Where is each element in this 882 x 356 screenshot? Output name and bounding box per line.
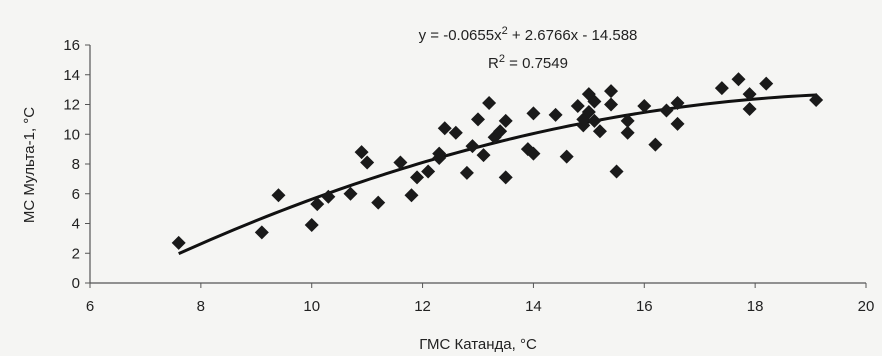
- data-point: [592, 124, 607, 139]
- x-tick-label: 14: [525, 298, 542, 315]
- x-tick-label: 12: [414, 298, 431, 315]
- data-point: [637, 98, 652, 113]
- data-point: [609, 164, 624, 179]
- y-tick-label: 4: [72, 216, 80, 233]
- x-tick-label: 8: [197, 298, 205, 315]
- r-squared: R2 = 0.7549: [488, 53, 568, 72]
- x-tick-label: 18: [747, 298, 764, 315]
- trendline: [178, 93, 817, 256]
- data-point: [371, 195, 386, 210]
- data-point: [526, 106, 541, 121]
- data-point: [271, 188, 286, 203]
- data-point: [404, 188, 419, 203]
- data-point: [343, 186, 358, 201]
- y-tick-label: 8: [72, 156, 80, 173]
- data-point: [321, 189, 336, 204]
- x-axis-label: ГМС Катанда, °C: [419, 336, 537, 353]
- data-point: [526, 146, 541, 161]
- data-point: [393, 155, 408, 170]
- data-point: [476, 148, 491, 163]
- data-point: [620, 113, 635, 128]
- data-point: [559, 149, 574, 164]
- data-point: [648, 137, 663, 152]
- y-tick-label: 6: [72, 186, 80, 203]
- data-point: [459, 165, 474, 180]
- equation-main: y = -0.0655x: [419, 27, 502, 44]
- data-point: [570, 98, 585, 113]
- data-point: [581, 104, 596, 119]
- data-point: [604, 84, 619, 99]
- y-tick-label: 10: [63, 126, 80, 143]
- axes: [89, 45, 866, 284]
- y-axis-label: МС Мульта-1, °C: [21, 107, 38, 223]
- data-point: [670, 96, 685, 111]
- x-tick-label: 6: [86, 298, 94, 315]
- y-ticks: 0 2 4 6 8 10 12 14 16: [63, 37, 90, 292]
- x-tick-label: 10: [303, 298, 320, 315]
- data-point: [670, 116, 685, 131]
- equation-rest: + 2.6766x - 14.588: [508, 27, 638, 44]
- data-point: [432, 146, 447, 161]
- data-point: [304, 217, 319, 232]
- data-points: [171, 72, 824, 250]
- data-point: [471, 112, 485, 127]
- data-point: [759, 76, 774, 91]
- data-point: [171, 235, 186, 250]
- data-point: [742, 101, 757, 116]
- equation-exponent: 2: [502, 25, 508, 37]
- r2-main: R: [488, 55, 499, 72]
- data-point: [498, 170, 513, 185]
- data-point: [310, 197, 325, 212]
- data-point: [620, 125, 635, 140]
- data-point: [742, 87, 757, 102]
- y-tick-label: 12: [63, 97, 80, 114]
- data-point: [659, 103, 674, 118]
- x-tick-label: 20: [858, 298, 875, 315]
- data-point: [587, 113, 602, 128]
- x-ticks: 6 8 10 12 14 16 18 20: [86, 283, 875, 315]
- r2-exponent: 2: [499, 53, 505, 65]
- data-point: [465, 139, 480, 154]
- data-point: [448, 125, 463, 140]
- data-point: [254, 225, 269, 240]
- x-tick-label: 16: [636, 298, 653, 315]
- data-point: [587, 94, 602, 109]
- trendline-equation: y = -0.0655x2 + 2.6766x - 14.588: [419, 25, 638, 44]
- r2-rest: = 0.7549: [505, 55, 568, 72]
- data-point: [548, 107, 563, 122]
- data-point: [731, 72, 746, 87]
- y-tick-label: 2: [72, 245, 80, 262]
- data-point: [809, 93, 824, 108]
- y-tick-label: 16: [63, 37, 80, 54]
- data-point: [354, 145, 369, 160]
- y-tick-label: 0: [72, 275, 80, 292]
- data-point: [421, 164, 436, 179]
- data-point: [360, 155, 375, 170]
- data-point: [437, 121, 452, 136]
- data-point: [493, 124, 508, 139]
- y-tick-label: 14: [63, 67, 80, 84]
- data-point: [498, 113, 513, 128]
- data-point: [482, 96, 497, 111]
- data-point: [410, 170, 425, 185]
- data-point: [714, 81, 729, 96]
- data-point: [604, 97, 619, 112]
